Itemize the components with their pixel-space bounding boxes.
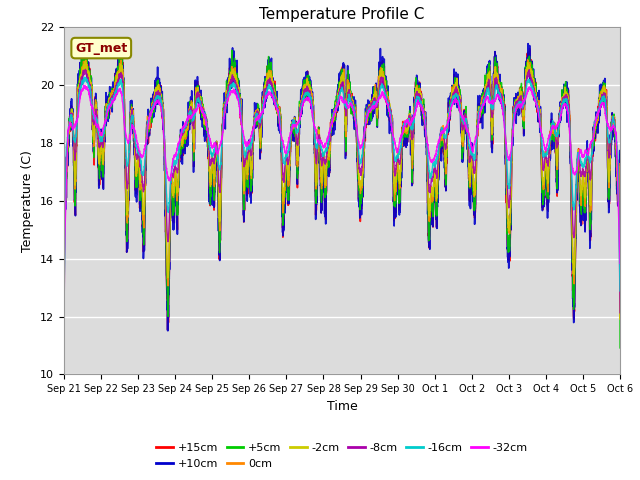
Y-axis label: Temperature (C): Temperature (C) (22, 150, 35, 252)
X-axis label: Time: Time (326, 400, 357, 413)
Text: GT_met: GT_met (75, 42, 127, 55)
Legend: +15cm, +10cm, +5cm, 0cm, -2cm, -8cm, -16cm, -32cm: +15cm, +10cm, +5cm, 0cm, -2cm, -8cm, -16… (152, 439, 532, 473)
Title: Temperature Profile C: Temperature Profile C (259, 7, 425, 22)
